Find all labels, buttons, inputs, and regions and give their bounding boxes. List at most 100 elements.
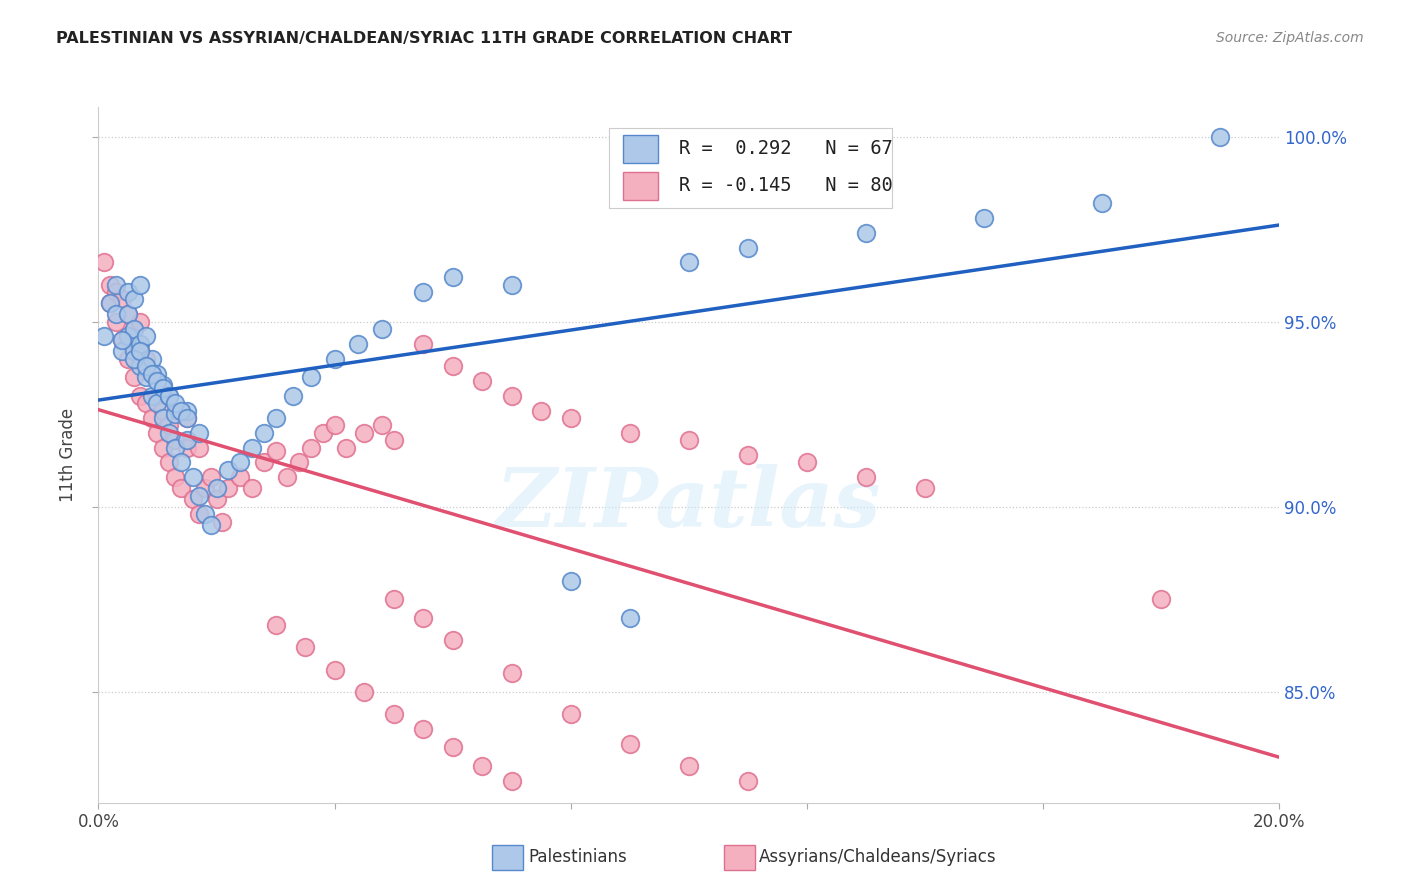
Point (560, 574, 582, 588)
Point (501, 666, 523, 681)
Point (382, 592, 405, 607)
Point (157, 389, 180, 403)
Point (501, 389, 523, 403)
Point (240, 481, 263, 495)
Point (157, 418, 180, 433)
Point (187, 441, 209, 455)
Point (240, 441, 263, 455)
Text: Source: ZipAtlas.com: Source: ZipAtlas.com (1216, 31, 1364, 45)
Point (157, 455, 180, 469)
Point (194, 481, 217, 495)
Point (152, 377, 174, 392)
Point (678, 759, 700, 773)
Point (737, 448, 759, 462)
Point (737, 773, 759, 788)
Point (141, 367, 163, 381)
Point (530, 403, 553, 417)
Point (323, 351, 346, 366)
Point (170, 481, 193, 495)
Point (146, 396, 169, 410)
Point (135, 329, 157, 343)
Point (122, 322, 145, 336)
Point (146, 367, 169, 381)
Point (737, 241, 759, 255)
Point (200, 518, 222, 533)
Point (176, 403, 198, 417)
Point (146, 425, 169, 440)
Point (152, 441, 174, 455)
Point (855, 226, 877, 240)
Point (323, 663, 346, 677)
Text: R =  0.292   N = 67: R = 0.292 N = 67 (679, 139, 893, 158)
Point (165, 433, 187, 447)
Point (93, 329, 115, 343)
Point (1091, 196, 1114, 211)
Point (264, 444, 287, 458)
Point (98, 296, 121, 310)
Point (187, 507, 209, 521)
Point (146, 389, 169, 403)
Point (264, 411, 287, 425)
Text: Palestinians: Palestinians (529, 848, 627, 866)
Point (117, 329, 139, 343)
Point (335, 441, 357, 455)
Point (176, 441, 198, 455)
Point (353, 685, 375, 699)
FancyBboxPatch shape (609, 128, 891, 208)
Point (111, 293, 134, 307)
Point (441, 740, 464, 755)
Point (619, 737, 641, 751)
Point (157, 425, 180, 440)
Point (117, 307, 139, 321)
Point (128, 277, 150, 292)
Point (412, 337, 434, 351)
Point (194, 507, 217, 521)
Point (128, 315, 150, 329)
Point (117, 307, 139, 321)
Text: PALESTINIAN VS ASSYRIAN/CHALDEAN/SYRIAC 11TH GRADE CORRELATION CHART: PALESTINIAN VS ASSYRIAN/CHALDEAN/SYRIAC … (56, 31, 792, 46)
Text: ZIPatlas: ZIPatlas (496, 464, 882, 543)
Point (128, 359, 150, 373)
Point (152, 403, 174, 417)
Point (276, 470, 298, 484)
Point (914, 481, 936, 495)
Point (165, 396, 187, 410)
Point (93, 255, 115, 269)
Point (353, 425, 375, 440)
Point (135, 396, 157, 410)
Point (299, 441, 322, 455)
Point (176, 411, 198, 425)
Point (128, 389, 150, 403)
FancyBboxPatch shape (623, 172, 658, 200)
Point (128, 337, 150, 351)
Point (217, 481, 239, 495)
Point (441, 270, 464, 285)
Point (678, 255, 700, 269)
Point (560, 706, 582, 721)
Point (128, 344, 150, 359)
Point (111, 344, 134, 359)
FancyBboxPatch shape (623, 136, 658, 163)
Point (98, 277, 121, 292)
Point (141, 367, 163, 381)
Point (165, 441, 187, 455)
Point (211, 515, 233, 529)
Point (105, 277, 128, 292)
Point (217, 463, 239, 477)
Point (253, 425, 276, 440)
Point (135, 359, 157, 373)
Point (973, 211, 995, 225)
Point (187, 425, 209, 440)
Point (170, 455, 193, 469)
Point (122, 344, 145, 359)
Point (170, 403, 193, 417)
Point (347, 337, 370, 351)
Point (141, 351, 163, 366)
Point (146, 374, 169, 388)
Point (122, 370, 145, 384)
Point (117, 351, 139, 366)
Point (98, 296, 121, 310)
Point (412, 611, 434, 625)
Point (200, 470, 222, 484)
Point (229, 455, 252, 469)
